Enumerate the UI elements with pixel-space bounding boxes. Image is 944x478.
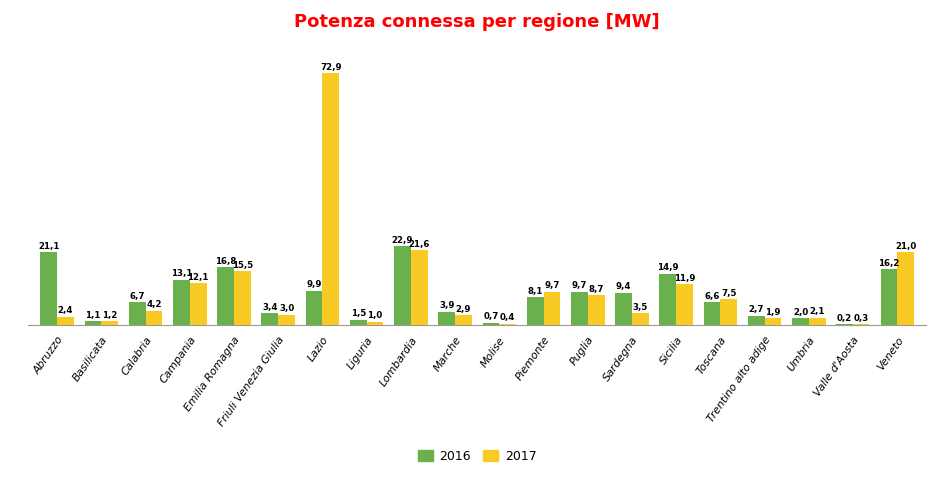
Text: 3,4: 3,4 — [261, 303, 278, 312]
Text: 16,8: 16,8 — [214, 257, 236, 266]
Bar — [880, 269, 897, 325]
Bar — [366, 322, 383, 325]
Text: 2,7: 2,7 — [748, 305, 763, 315]
Bar — [703, 302, 719, 325]
Bar — [498, 324, 515, 325]
Text: 15,5: 15,5 — [231, 261, 253, 270]
Text: 21,6: 21,6 — [408, 240, 430, 249]
Text: 22,9: 22,9 — [392, 236, 413, 245]
Bar — [455, 315, 471, 325]
Bar — [278, 315, 295, 325]
Bar — [808, 318, 825, 325]
Text: 0,4: 0,4 — [499, 313, 514, 322]
Bar — [305, 291, 322, 325]
Bar — [190, 283, 207, 325]
Text: 1,1: 1,1 — [85, 311, 100, 320]
Text: 2,0: 2,0 — [792, 308, 807, 317]
Text: 3,0: 3,0 — [278, 304, 294, 313]
Text: 2,9: 2,9 — [455, 304, 471, 314]
Text: 8,1: 8,1 — [527, 287, 542, 296]
Text: 9,4: 9,4 — [615, 282, 631, 291]
Text: 21,0: 21,0 — [894, 242, 916, 251]
Bar — [41, 252, 57, 325]
Text: 6,7: 6,7 — [129, 292, 144, 301]
Text: 8,7: 8,7 — [588, 284, 603, 293]
Text: 0,7: 0,7 — [482, 312, 498, 321]
Text: 3,5: 3,5 — [632, 303, 648, 312]
Text: 0,3: 0,3 — [853, 314, 868, 323]
Text: 7,5: 7,5 — [720, 289, 735, 298]
Text: 9,7: 9,7 — [544, 281, 559, 290]
Bar — [57, 317, 74, 325]
Text: 1,9: 1,9 — [765, 308, 780, 317]
Bar — [570, 292, 587, 325]
Text: 21,1: 21,1 — [38, 242, 59, 251]
Text: 1,2: 1,2 — [102, 311, 117, 319]
Bar — [659, 273, 676, 325]
Text: 0,2: 0,2 — [836, 314, 851, 323]
Text: 9,7: 9,7 — [571, 281, 586, 290]
Bar — [632, 313, 649, 325]
Bar — [261, 313, 278, 325]
Bar — [128, 302, 145, 325]
Bar — [482, 323, 498, 325]
Text: 3,9: 3,9 — [439, 301, 454, 310]
Bar — [173, 280, 190, 325]
Bar — [791, 318, 808, 325]
Text: 4,2: 4,2 — [146, 300, 161, 309]
Text: 12,1: 12,1 — [187, 273, 209, 282]
Text: 2,4: 2,4 — [58, 306, 74, 315]
Bar — [101, 321, 118, 325]
Bar — [897, 252, 913, 325]
Bar — [394, 246, 411, 325]
Text: 72,9: 72,9 — [320, 63, 341, 72]
Text: 9,9: 9,9 — [306, 281, 321, 290]
Text: 2,1: 2,1 — [809, 307, 824, 316]
Text: 13,1: 13,1 — [171, 270, 192, 278]
Text: 6,6: 6,6 — [703, 292, 719, 301]
Bar — [764, 318, 781, 325]
Bar — [438, 312, 455, 325]
Bar — [676, 284, 692, 325]
Bar — [84, 321, 101, 325]
Bar — [543, 292, 560, 325]
Bar — [587, 295, 604, 325]
Bar — [145, 311, 162, 325]
Bar — [719, 299, 736, 325]
Bar — [217, 267, 234, 325]
Bar — [852, 324, 869, 325]
Text: 1,5: 1,5 — [350, 309, 365, 318]
Text: 14,9: 14,9 — [656, 263, 678, 272]
Text: 11,9: 11,9 — [673, 273, 695, 282]
Text: 1,0: 1,0 — [367, 311, 382, 320]
Text: 16,2: 16,2 — [877, 259, 899, 268]
Legend: 2016, 2017: 2016, 2017 — [413, 445, 541, 468]
Bar — [615, 293, 632, 325]
Bar — [526, 297, 543, 325]
Bar — [234, 272, 250, 325]
Bar — [411, 250, 428, 325]
Bar — [349, 320, 366, 325]
Title: Potenza connessa per regione [MW]: Potenza connessa per regione [MW] — [295, 13, 659, 31]
Bar — [322, 73, 339, 325]
Bar — [747, 315, 764, 325]
